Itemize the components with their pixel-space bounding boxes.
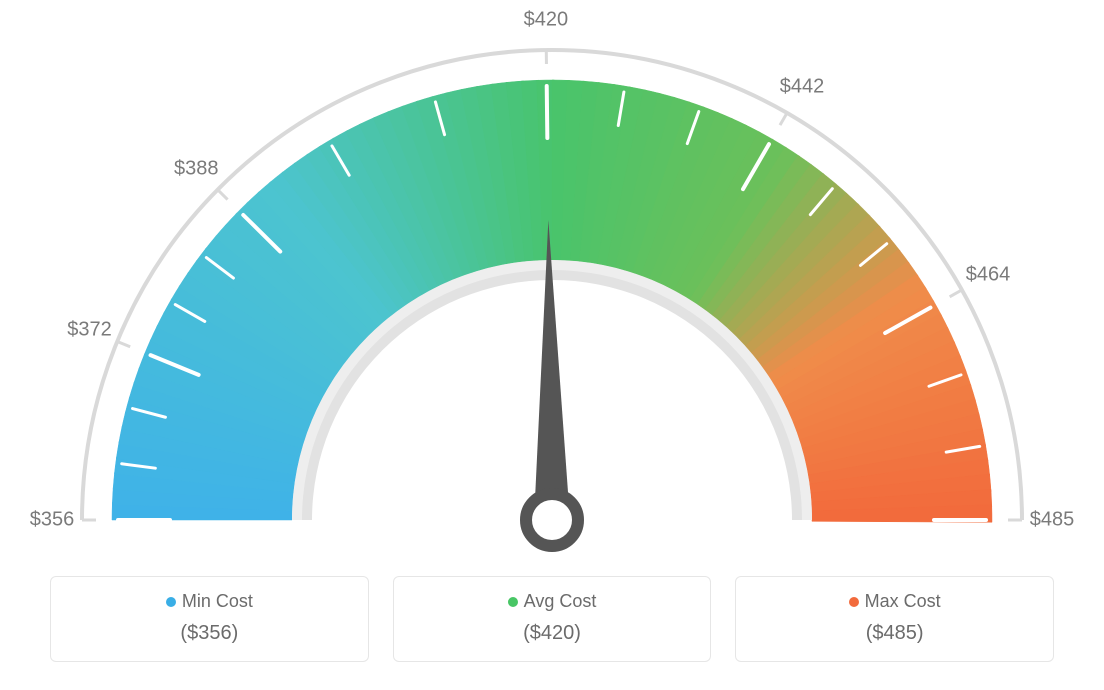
gauge-svg xyxy=(0,0,1104,560)
gauge-tick-label: $420 xyxy=(524,9,569,32)
legend-dot-max xyxy=(849,597,859,607)
legend-row: Min Cost ($356) Avg Cost ($420) Max Cost… xyxy=(50,576,1054,662)
legend-value-avg: ($420) xyxy=(404,622,701,645)
gauge-tick-label: $388 xyxy=(174,157,219,180)
legend-card-max: Max Cost ($485) xyxy=(735,576,1054,662)
gauge-container: $356 $372 $388 $420 $442 $464 $485 xyxy=(0,0,1104,560)
legend-card-avg: Avg Cost ($420) xyxy=(393,576,712,662)
legend-title-max: Max Cost xyxy=(746,591,1043,612)
gauge-tick-label: $485 xyxy=(1030,509,1075,532)
gauge-tick-label: $442 xyxy=(780,75,825,98)
gauge-tick-label: $372 xyxy=(67,319,112,342)
legend-title-avg: Avg Cost xyxy=(404,591,701,612)
legend-label-max: Max Cost xyxy=(865,591,941,611)
legend-value-max: ($485) xyxy=(746,622,1043,645)
legend-label-avg: Avg Cost xyxy=(524,591,597,611)
legend-title-min: Min Cost xyxy=(61,591,358,612)
legend-card-min: Min Cost ($356) xyxy=(50,576,369,662)
legend-label-min: Min Cost xyxy=(182,591,253,611)
legend-dot-avg xyxy=(508,597,518,607)
gauge-needle-hub xyxy=(526,494,578,546)
gauge-tick-label: $464 xyxy=(966,264,1011,287)
legend-value-min: ($356) xyxy=(61,622,358,645)
gauge-tick-label: $356 xyxy=(30,509,75,532)
legend-dot-min xyxy=(166,597,176,607)
